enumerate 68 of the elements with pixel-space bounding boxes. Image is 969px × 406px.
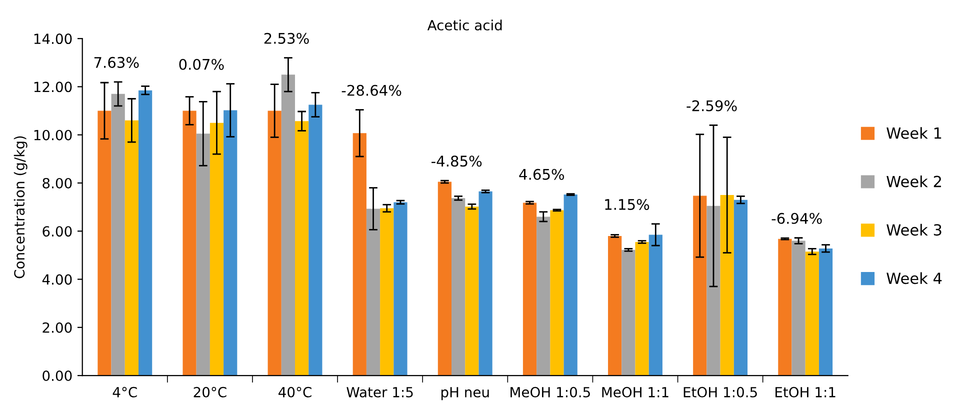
bar <box>608 236 622 376</box>
bar <box>734 200 748 376</box>
y-tick-label: 2.00 <box>42 322 72 333</box>
legend-label: Week 1 <box>886 127 942 139</box>
bar <box>366 208 380 376</box>
y-tick-label: 12.00 <box>34 82 72 92</box>
annotation: 2.53% <box>264 32 309 44</box>
y-tick-label: 4.00 <box>42 274 72 285</box>
annotation: -6.94% <box>772 212 822 224</box>
annotation: 4.65% <box>519 168 564 180</box>
bar <box>111 94 125 376</box>
y-tick-label: 10.00 <box>34 130 72 140</box>
bar <box>308 104 322 376</box>
y-tick-label: 14.00 <box>34 34 72 44</box>
bar <box>818 248 833 376</box>
bar <box>98 110 112 376</box>
x-tick-label: Water 1:5 <box>346 387 413 398</box>
bar <box>805 252 819 376</box>
y-tick-label: 8.00 <box>42 178 72 188</box>
bar <box>268 110 282 376</box>
x-tick-label: EtOH 1:0.5 <box>684 386 757 398</box>
annotation: -2.59% <box>686 100 737 112</box>
annotation: -4.85% <box>432 156 482 167</box>
legend-label: Week 3 <box>886 224 942 236</box>
y-axis-title: Concentration (g/kg) <box>14 136 28 278</box>
bar <box>720 195 734 376</box>
bar <box>210 122 224 376</box>
bar <box>452 198 466 376</box>
bar <box>693 196 707 376</box>
bar <box>380 208 394 376</box>
bar <box>281 74 296 376</box>
bar <box>706 206 720 376</box>
x-tick-label: EtOH 1:1 <box>776 386 836 398</box>
bar <box>550 210 564 376</box>
bar <box>182 110 196 376</box>
bar <box>622 250 636 376</box>
x-tick-label: 20°C <box>194 386 226 398</box>
bar <box>124 120 138 376</box>
bar <box>465 206 479 376</box>
legend-label: Week 2 <box>886 175 941 188</box>
bar <box>138 90 152 376</box>
bar <box>635 242 649 376</box>
legend-label: Week 4 <box>886 272 942 284</box>
bar <box>478 191 492 376</box>
x-tick-label: MeOH 1:0.5 <box>510 386 590 398</box>
bar <box>394 202 408 376</box>
annotation: 7.63% <box>94 56 139 68</box>
annotation: 0.07% <box>179 58 224 70</box>
x-tick-label: MeOH 1:1 <box>602 386 668 398</box>
annotation: 1.15% <box>605 198 650 210</box>
y-tick-label: 0.00 <box>42 370 72 382</box>
bar <box>648 234 662 376</box>
bar <box>564 194 578 376</box>
x-tick-label: 40°C <box>278 386 312 398</box>
bar <box>778 238 792 376</box>
bar <box>352 133 366 376</box>
bar <box>295 121 309 376</box>
bar <box>536 216 550 376</box>
x-tick-label: pH neu <box>441 387 489 400</box>
bar <box>522 202 537 376</box>
bar <box>224 110 238 376</box>
bar <box>438 182 452 376</box>
annotation: -28.64% <box>342 84 402 96</box>
x-tick-label: 4°C <box>112 386 137 398</box>
bar <box>792 240 806 376</box>
bar <box>196 134 210 376</box>
chart-title: Acetic acid <box>427 20 502 30</box>
y-tick-label: 6.00 <box>42 226 72 237</box>
